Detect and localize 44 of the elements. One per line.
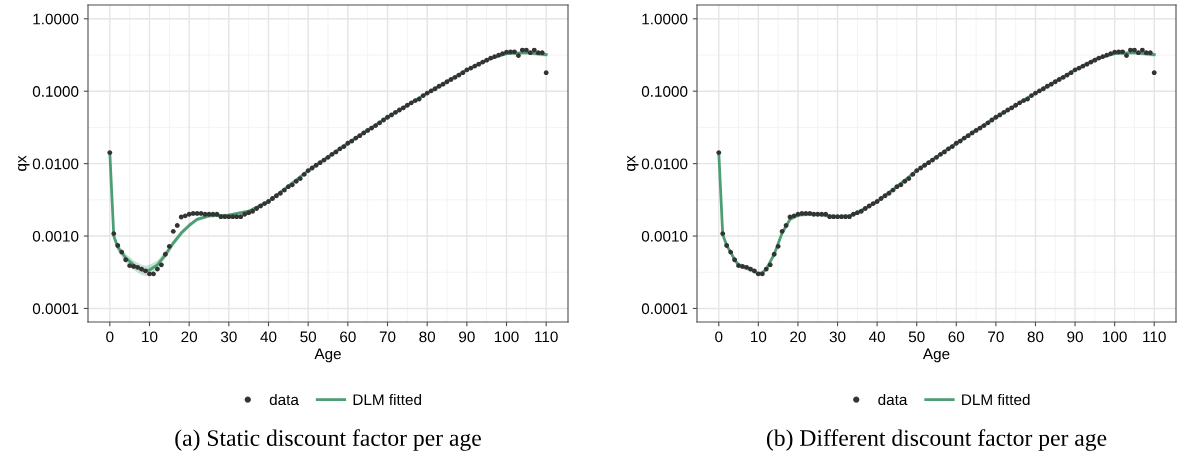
x-tick-label: 0	[106, 331, 114, 343]
y-axis-title: qx	[627, 155, 639, 171]
x-tick-label: 0	[715, 331, 723, 343]
x-tick-label: 40	[260, 331, 277, 343]
y-tick-label: 0.0100	[32, 158, 79, 170]
x-axis-title: Age	[922, 348, 950, 363]
x-tick-label: 80	[419, 331, 436, 343]
x-tick-label: 90	[459, 331, 475, 343]
x-tick-label: 60	[340, 331, 356, 343]
x-tick-label: 30	[220, 331, 237, 343]
x-tick-label: 10	[751, 331, 767, 343]
x-tick-label: 70	[379, 331, 396, 343]
x-tick-label: 50	[908, 331, 925, 343]
x-tick-label: 50	[300, 331, 317, 343]
y-tick-label: 0.0010	[641, 230, 688, 242]
x-tick-label: 70	[988, 331, 1004, 343]
legend-label: data	[269, 393, 299, 406]
y-tick-label: 0.1000	[641, 86, 688, 97]
x-tick-label: 10	[142, 331, 158, 343]
y-tick-label: 0.0010	[32, 230, 79, 242]
legend-label: data	[878, 393, 908, 406]
y-tick-label: 1.0000	[642, 13, 688, 25]
x-axis-title: Age	[314, 348, 341, 363]
y-tick-label: 0.0100	[641, 158, 688, 170]
x-tick-label: 40	[868, 331, 886, 343]
text: (b) Different discount factor per age	[766, 429, 1107, 451]
x-tick-label: 100	[1103, 331, 1127, 343]
x-tick-label: 20	[181, 331, 198, 343]
legend-label: DLM fitted	[962, 393, 1030, 406]
y-tick-label: 0.0001	[32, 303, 79, 315]
x-tick-label: 80	[1027, 331, 1044, 343]
x-tick-label: 100	[494, 331, 519, 343]
x-tick-label: 20	[790, 331, 806, 343]
y-tick-label: 1.0000	[33, 13, 79, 25]
x-tick-label: 110	[535, 331, 558, 343]
x-tick-label: 30	[829, 331, 846, 343]
x-tick-label: 90	[1067, 331, 1083, 343]
text: (a) Static discount factor per age	[175, 429, 481, 451]
y-tick-label: 0.0001	[641, 303, 688, 315]
y-axis-title: qx	[18, 155, 30, 171]
legend-label: DLM fitted	[353, 393, 421, 406]
x-tick-label: 110	[1143, 331, 1166, 343]
x-tick-label: 60	[948, 331, 965, 343]
y-tick-label: 0.1000	[32, 86, 79, 97]
